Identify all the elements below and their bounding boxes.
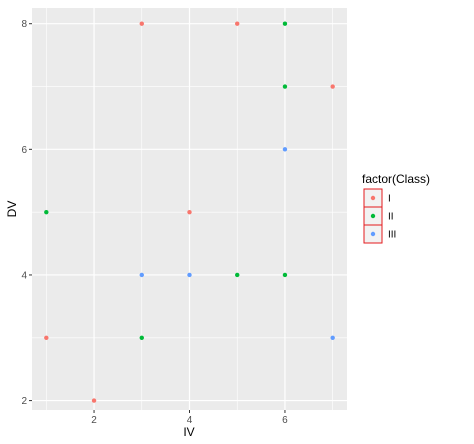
x-tick-label: 6 (282, 415, 288, 426)
data-point-iii (282, 147, 288, 152)
legend-title: factor(Class) (362, 172, 430, 186)
data-point-i (235, 21, 240, 26)
data-point-ii (139, 335, 144, 340)
legend-key-point (370, 213, 376, 219)
y-tick-label: 4 (21, 270, 27, 281)
major-gridlines (32, 8, 347, 410)
legend-key-point (370, 231, 376, 237)
data-point-iii (330, 335, 335, 340)
data-point-ii (282, 84, 288, 89)
data-point-i (139, 21, 144, 26)
data-point-ii (282, 272, 288, 278)
data-point-i (187, 209, 192, 215)
data-point-ii (235, 272, 240, 278)
y-axis-title: DV (5, 201, 19, 218)
data-point-iii (187, 272, 192, 278)
data-point-iii (139, 272, 144, 278)
y-tick-label: 6 (21, 145, 27, 156)
data-point-i (91, 398, 97, 403)
y-tick-label: 8 (21, 19, 27, 30)
x-axis: 2 4 6 (91, 410, 288, 426)
x-tick-label: 4 (187, 415, 193, 426)
data-point-i (330, 84, 335, 89)
legend-key-point (370, 195, 376, 201)
legend-label-i: I (388, 194, 391, 205)
legend-label-iii: III (388, 230, 396, 241)
x-tick-label: 2 (91, 415, 97, 426)
data-points (44, 21, 335, 403)
legend-label-ii: II (388, 212, 394, 223)
data-point-ii (282, 21, 288, 26)
data-point-i (44, 335, 49, 340)
data-point-ii (44, 209, 49, 215)
y-axis: 2 4 6 8 (21, 19, 32, 407)
y-tick-label: 2 (21, 396, 27, 407)
x-axis-title: IV (183, 425, 194, 439)
